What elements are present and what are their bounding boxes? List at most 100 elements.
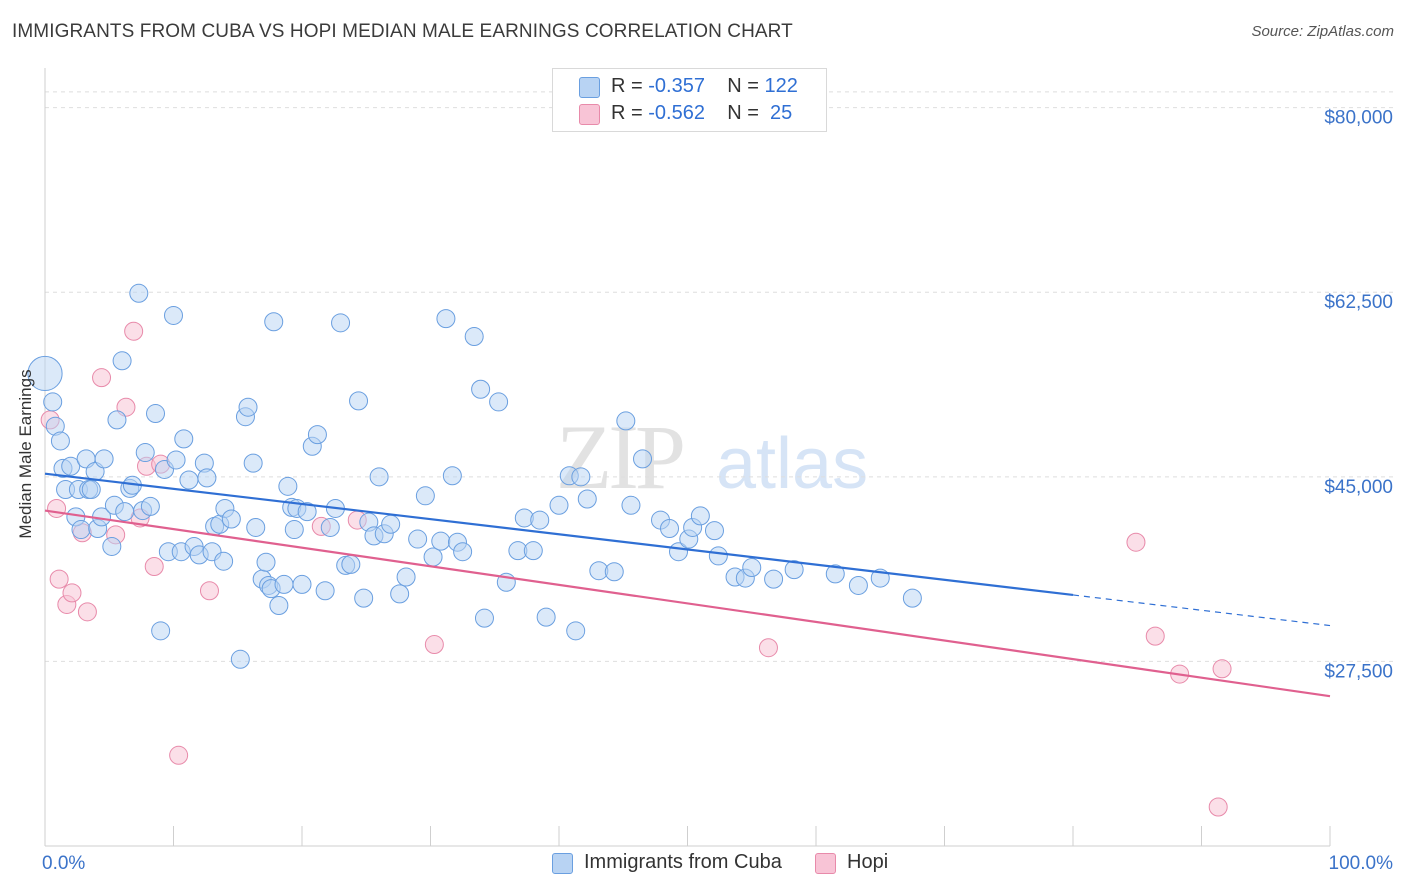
watermark-atlas: atlas (716, 424, 868, 504)
hopi-point (758, 638, 778, 658)
cuba-point (604, 562, 624, 582)
hopi-point (169, 745, 189, 765)
hopi-point (199, 581, 219, 601)
bottom-legend-label-cuba: Immigrants from Cuba (584, 851, 782, 873)
cuba-point (633, 449, 653, 469)
cuba-point (436, 309, 456, 329)
axes (44, 68, 1331, 847)
cuba-point (660, 519, 680, 539)
cuba-point (742, 558, 762, 578)
bottom-legend-swatch-cuba (552, 853, 573, 874)
hopi-point (424, 635, 444, 655)
cuba-point (690, 506, 710, 526)
cuba-point (71, 520, 91, 540)
trend-lines (44, 472, 1331, 698)
hopi-trend-line (44, 509, 1331, 698)
cuba-point (221, 509, 241, 529)
hopi-point (47, 498, 67, 518)
legend-n-label: N = (727, 75, 765, 97)
cuba-point (349, 391, 369, 411)
cuba-point (320, 517, 340, 537)
cuba-point (354, 588, 374, 608)
cuba-point (238, 397, 258, 417)
cuba-point (243, 453, 263, 473)
grid-lines (45, 91, 1395, 662)
cuba-point (536, 607, 556, 627)
cuba-point (146, 404, 166, 424)
cuba-point (408, 529, 428, 549)
cuba-point (523, 541, 543, 561)
cuba-point (331, 313, 351, 333)
cuba-point (708, 546, 728, 566)
cuba-point (453, 542, 473, 562)
hopi-point (1145, 626, 1165, 646)
cuba-point (94, 449, 114, 469)
x-tick-label-right: 100.0% (1329, 853, 1394, 874)
cuba-point (307, 425, 327, 445)
cuba-point (442, 466, 462, 486)
legend-swatch-hopi (579, 104, 600, 125)
watermark: ZIP atlas (556, 406, 868, 508)
cuba-point (704, 521, 724, 541)
cuba-point (825, 564, 845, 584)
legend-r-label: R = (611, 75, 649, 97)
cuba-point (471, 379, 491, 399)
cuba-point (269, 596, 289, 616)
cuba-point (423, 547, 443, 567)
cuba-point (278, 476, 298, 496)
cuba-point (474, 608, 494, 628)
cuba-point (464, 327, 484, 347)
cuba-point (112, 351, 132, 371)
cuba-point (246, 517, 266, 537)
cuba-point (256, 552, 276, 572)
cuba-point (274, 574, 294, 594)
cuba-point (81, 479, 101, 499)
cuba-point (848, 575, 868, 595)
legend-n-value-cuba: 122 (764, 75, 798, 97)
hopi-point (1126, 532, 1146, 552)
cuba-point (61, 456, 81, 476)
hopi-point (124, 321, 144, 341)
hopi-point (62, 583, 82, 603)
cuba-points (27, 283, 922, 669)
y-axis-title: Median Male Earnings (16, 369, 35, 538)
legend-swatch-cuba (579, 77, 600, 98)
cuba-point (164, 305, 183, 325)
cuba-point (43, 392, 63, 412)
cuba-point (530, 510, 550, 530)
cuba-point (616, 411, 636, 431)
legend-r-value-hopi: -0.562 (648, 102, 705, 124)
legend-r-label: R = (611, 102, 649, 124)
cuba-point (151, 621, 171, 641)
cuba-point (297, 502, 317, 522)
y-tick-label: $27,500 (1324, 661, 1393, 682)
cuba-point (549, 495, 569, 515)
cuba-point (174, 429, 194, 449)
cuba-point (197, 468, 217, 488)
cuba-point (566, 621, 586, 641)
hopi-point (144, 556, 164, 576)
hopi-point (1208, 797, 1228, 817)
legend-n-value-hopi: 25 (764, 102, 793, 124)
y-tick-label: $62,500 (1324, 292, 1393, 313)
cuba-point (396, 567, 416, 587)
cuba-point (50, 431, 70, 451)
cuba-point (764, 569, 784, 589)
cuba-point (577, 489, 597, 509)
cuba-trend-extension (1072, 594, 1331, 627)
legend-r-value-cuba: -0.357 (648, 75, 705, 97)
y-tick-label: $45,000 (1324, 477, 1393, 498)
x-tick-label-left: 0.0% (42, 853, 85, 874)
cuba-point (102, 536, 122, 556)
cuba-point (179, 470, 199, 490)
cuba-point (27, 355, 63, 392)
cuba-point (902, 588, 922, 608)
cuba-point (621, 495, 641, 515)
chart-title: IMMIGRANTS FROM CUBA VS HOPI MEDIAN MALE… (12, 21, 793, 42)
cuba-point (571, 467, 591, 487)
x-tick-labels: 0.0% 100.0% (42, 853, 1393, 874)
hopi-point (77, 602, 97, 622)
cuba-point (135, 443, 155, 463)
cuba-point (140, 496, 160, 516)
